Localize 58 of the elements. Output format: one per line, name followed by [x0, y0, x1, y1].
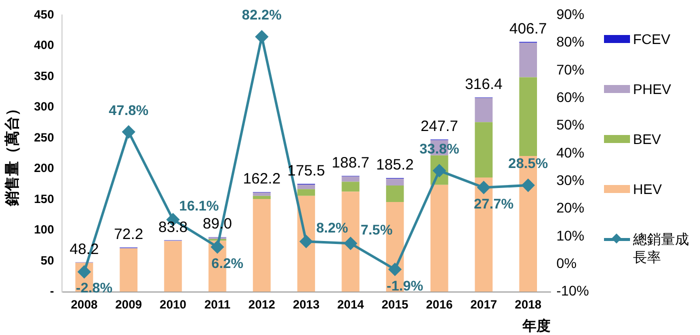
x-tick-label: 2016	[426, 297, 454, 312]
legend-label: BEV	[633, 130, 662, 148]
total-label: 83.8	[158, 218, 188, 236]
total-label: 316.4	[464, 76, 503, 93]
total-label: 247.7	[420, 118, 458, 136]
y2-tick-label: -10%	[556, 282, 590, 299]
y-tick-label: 300	[34, 100, 54, 114]
x-tick-label: 2008	[70, 297, 98, 312]
x-tick-label: 2009	[115, 297, 142, 312]
y2-tick-label: 50%	[556, 116, 584, 133]
data-label: 47.8%	[108, 102, 150, 118]
total-label: 406.7	[509, 20, 547, 38]
y-tick-label: 350	[34, 68, 54, 83]
legend-label: PHEV	[633, 80, 672, 98]
data-label: 16.1%	[179, 197, 220, 214]
total-label: 188.7	[332, 154, 370, 172]
data-label: 33.8%	[419, 140, 460, 157]
y-tick-label: -	[50, 284, 54, 298]
y-axis-title: 銷售量（萬台）	[4, 101, 22, 207]
x-tick-label: 2011	[204, 297, 231, 312]
y2-tick-label: 0%	[556, 255, 577, 271]
y2-tick-label: 60%	[556, 89, 584, 106]
y-tick-label: 450	[34, 8, 54, 22]
y2-tick-label: 30%	[556, 172, 584, 188]
data-label: 7.5%	[360, 221, 394, 238]
data-label: 6.2%	[211, 254, 244, 271]
y-tick-label: 200	[34, 161, 54, 176]
y-tick-label: 400	[34, 38, 54, 52]
legend-label: 總銷量成長率	[633, 230, 689, 266]
data-label: 28.5%	[508, 155, 549, 172]
legend-label: HEV	[633, 180, 663, 198]
total-label: 185.2	[376, 156, 414, 174]
x-tick-label: 2010	[160, 297, 187, 312]
y-tick-label: 150	[34, 192, 54, 206]
data-label: -1.9%	[386, 277, 424, 294]
x-tick-label: 2013	[292, 297, 320, 312]
x-tick-label: 2015	[382, 297, 409, 312]
data-label: 27.7%	[474, 195, 514, 212]
x-tick-label: 2012	[248, 297, 276, 312]
data-label: 82.2%	[242, 6, 282, 23]
y-tick-label: 50	[40, 253, 54, 268]
y2-tick-label: 70%	[556, 61, 584, 78]
y2-tick-label: 80%	[556, 34, 584, 50]
data-label: -2.8%	[76, 280, 114, 296]
total-label: 72.2	[114, 226, 144, 244]
y2-tick-label: 20%	[556, 200, 584, 216]
y2-tick-label: 10%	[556, 227, 584, 244]
x-tick-label: 2014	[337, 297, 364, 312]
y2-tick-label: 90%	[556, 6, 584, 22]
y2-tick-label: 40%	[556, 144, 584, 160]
y-tick-label: 250	[34, 130, 54, 144]
x-tick-label: 2018	[514, 297, 542, 312]
x-tick-label: 2017	[470, 297, 498, 312]
legend-label: FCEV	[633, 30, 672, 48]
x-axis-title: 年度	[521, 317, 550, 334]
data-label: 8.2%	[316, 219, 349, 236]
total-label: 162.2	[243, 170, 281, 188]
y-tick-label: 100	[34, 222, 54, 237]
